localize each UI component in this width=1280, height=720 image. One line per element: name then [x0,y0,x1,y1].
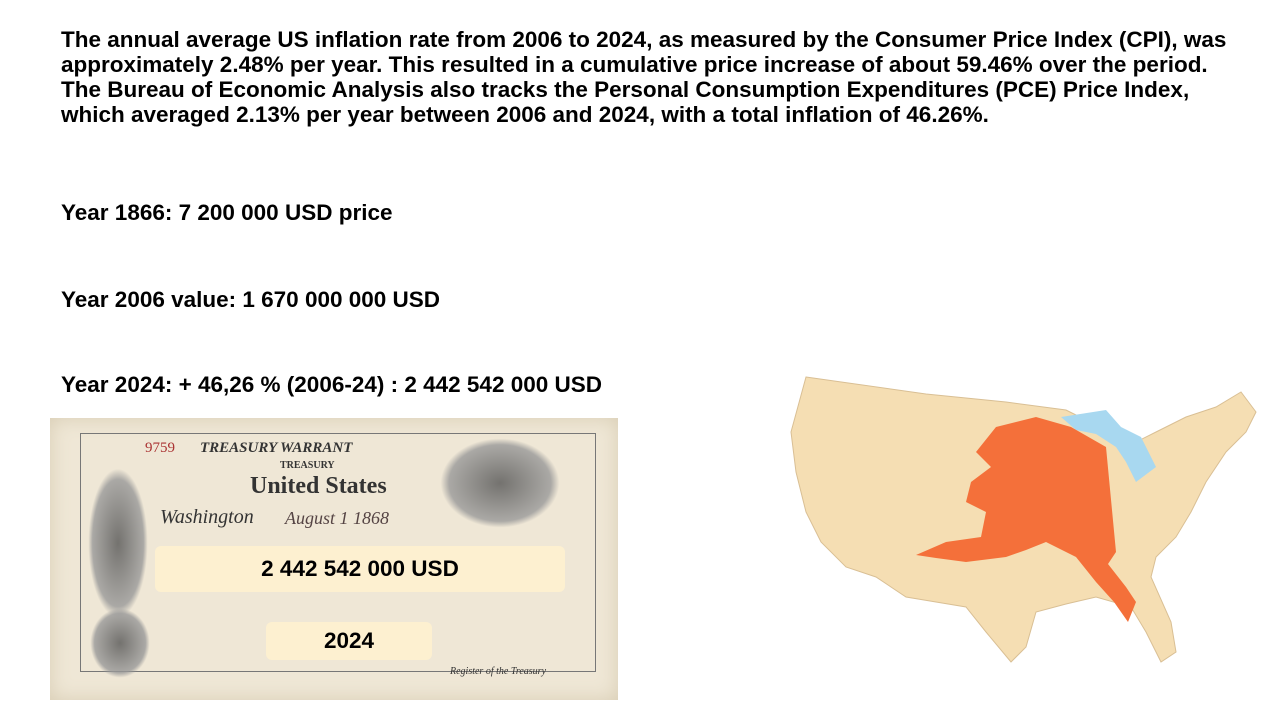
year-label: 2024 [266,622,432,660]
year-2006-line: Year 2006 value: 1 670 000 000 USD [61,287,441,312]
check-footer: Register of the Treasury [450,666,547,677]
treasury-warrant-image: 9759 TREASURY WARRANT TREASURY United St… [50,418,618,700]
allegory-engraving [440,438,560,528]
us-map-alaska-overlay [790,376,1257,663]
check-frame [80,433,596,672]
alaska-overlay [916,417,1136,622]
great-lakes [1061,410,1156,482]
year-1866-line: Year 1866: 7 200 000 USD price [61,200,393,225]
intro-paragraph: The annual average US inflation rate fro… [61,27,1227,127]
check-country: United States [250,473,387,499]
seal-engraving [90,608,150,678]
check-number: 9759 [145,440,175,456]
amount-label: 2 442 542 000 USD [155,546,565,592]
check-city: Washington [160,506,254,528]
statue-engraving [88,468,148,618]
check-date: August 1 1868 [285,508,390,528]
year-2024-line: Year 2024: + 46,26 % (2006-24) : 2 442 5… [61,372,602,397]
check-treasury: TREASURY [280,460,335,471]
check-header: TREASURY WARRANT [200,440,353,456]
